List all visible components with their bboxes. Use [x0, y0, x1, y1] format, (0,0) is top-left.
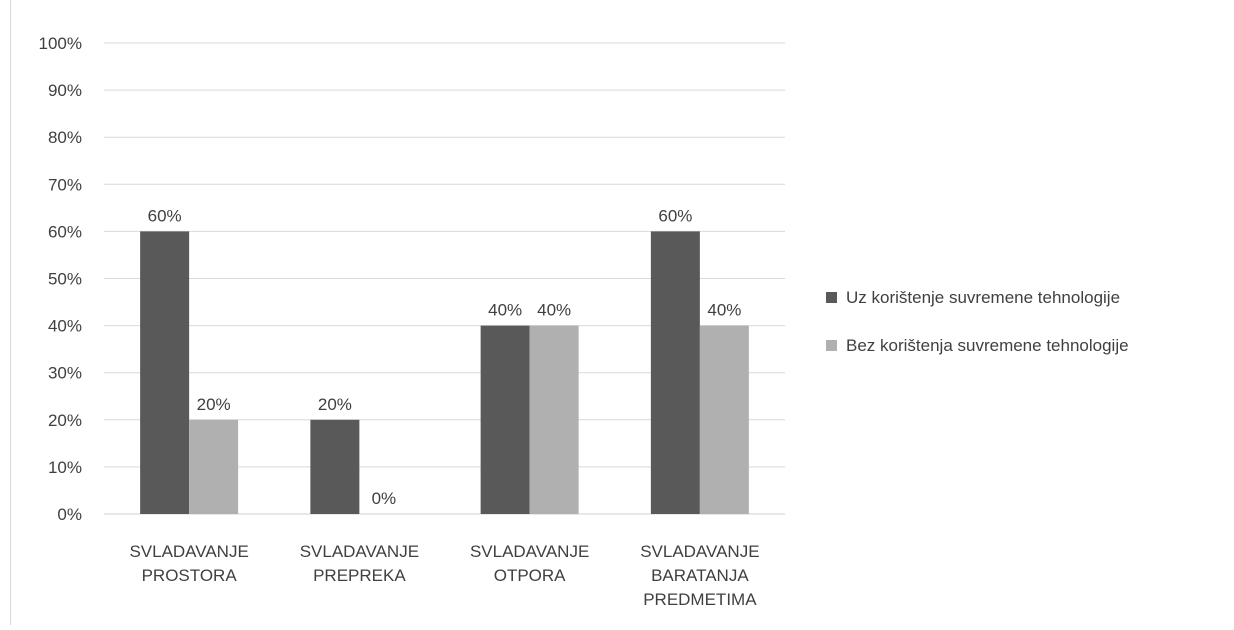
y-tick-label: 40%: [48, 317, 82, 336]
data-label: 60%: [148, 206, 182, 225]
bar: [189, 419, 239, 514]
data-label: 20%: [197, 395, 231, 414]
data-label: 40%: [488, 301, 522, 320]
y-tick-label: 80%: [48, 128, 82, 147]
bars: [140, 231, 749, 514]
y-tick-label: 10%: [48, 458, 82, 477]
legend-swatch: [826, 292, 837, 303]
x-axis-category-labels: SVLADAVANJE PROSTORA SVLADAVANJE PREPREKA SV…: [129, 542, 759, 609]
y-tick-label: 20%: [48, 411, 82, 430]
data-labels: 60% 20% 20% 0% 40% 40% 60% 40%: [148, 206, 742, 508]
bar: [310, 419, 360, 514]
y-tick-label: 50%: [48, 270, 82, 289]
legend-label: Uz korištenje suvremene tehnologije: [846, 288, 1120, 307]
category-label: SVLADAVANJE OTPORA: [470, 542, 589, 585]
category-label: SVLADAVANJE BARATANJA PREDMETIMA: [640, 542, 759, 609]
y-tick-label: 60%: [48, 222, 82, 241]
data-label: 20%: [318, 395, 352, 414]
y-axis-tick-labels: 0% 10% 20% 30% 40% 50% 60% 70% 80% 90% 100%: [39, 34, 82, 524]
y-tick-label: 90%: [48, 81, 82, 100]
category-label: SVLADAVANJE PROSTORA: [129, 542, 248, 585]
data-label: 40%: [537, 301, 571, 320]
y-tick-label: 30%: [48, 364, 82, 383]
category-label: SVLADAVANJE PREPREKA: [300, 542, 419, 585]
bar: [140, 231, 190, 514]
data-label: 60%: [658, 206, 692, 225]
bar: [480, 325, 530, 514]
legend-label: Bez korištenja suvremene tehnologije: [846, 336, 1129, 355]
bar: [650, 231, 700, 514]
data-label: 0%: [372, 489, 397, 508]
data-label: 40%: [707, 301, 741, 320]
bar: [699, 325, 749, 514]
y-tick-label: 0%: [57, 505, 82, 524]
legend: Uz korištenje suvremene tehnologije Bez k…: [826, 288, 1129, 355]
legend-swatch: [826, 340, 837, 351]
bar: [529, 325, 579, 514]
y-tick-label: 100%: [39, 34, 82, 53]
y-tick-label: 70%: [48, 175, 82, 194]
